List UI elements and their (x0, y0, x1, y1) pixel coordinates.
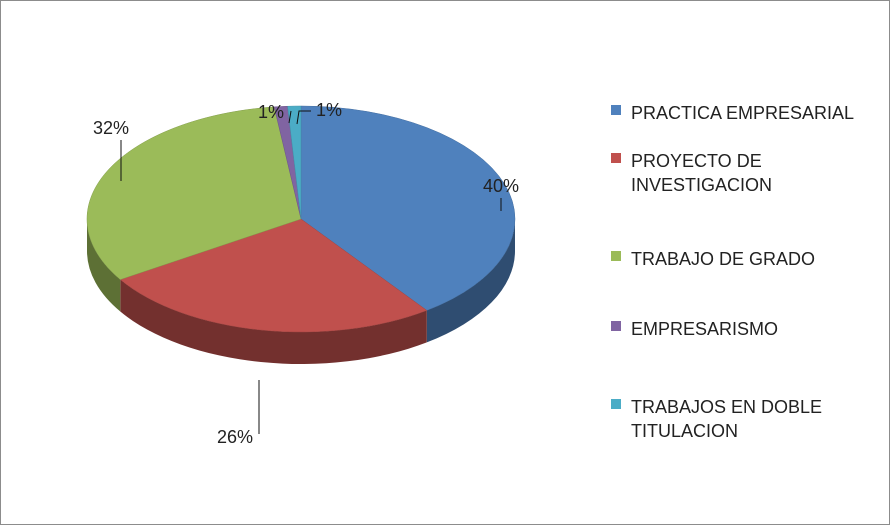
pie-slice (86, 106, 302, 280)
leader-line (296, 110, 311, 125)
legend-label: PRACTICA EMPRESARIAL (631, 103, 855, 123)
data-label: 26% (217, 427, 253, 447)
pie-slice (287, 105, 302, 220)
legend-item: TRABAJO DE GRADO (611, 247, 815, 271)
leader-line (288, 110, 292, 124)
legend-item: EMPRESARISMO (611, 317, 778, 341)
data-label: 40% (483, 176, 519, 196)
legend-label: EMPRESARISMO (631, 319, 779, 339)
pie-side (87, 219, 121, 312)
legend-swatch (611, 399, 621, 409)
legend-item: PROYECTO DE INVESTIGACION (611, 149, 801, 197)
pie-side (426, 219, 515, 343)
pie-slice (300, 105, 516, 311)
legend-swatch (611, 153, 621, 163)
legend-swatch (611, 105, 621, 115)
data-label: 1% (258, 102, 284, 122)
legend-item: TRABAJOS EN DOBLE TITULACION (611, 395, 831, 443)
legend-label: TRABAJO DE GRADO (631, 249, 816, 269)
data-label: 1% (316, 100, 342, 120)
legend-item: PRACTICA EMPRESARIAL (611, 101, 854, 125)
pie-side (120, 279, 427, 364)
legend-swatch (611, 251, 621, 261)
legend-swatch (611, 321, 621, 331)
data-label: 32% (93, 118, 129, 138)
legend-label: PROYECTO DE INVESTIGACION (631, 151, 773, 195)
pie-slice (119, 218, 428, 333)
legend-label: TRABAJOS EN DOBLE TITULACION (631, 397, 823, 441)
